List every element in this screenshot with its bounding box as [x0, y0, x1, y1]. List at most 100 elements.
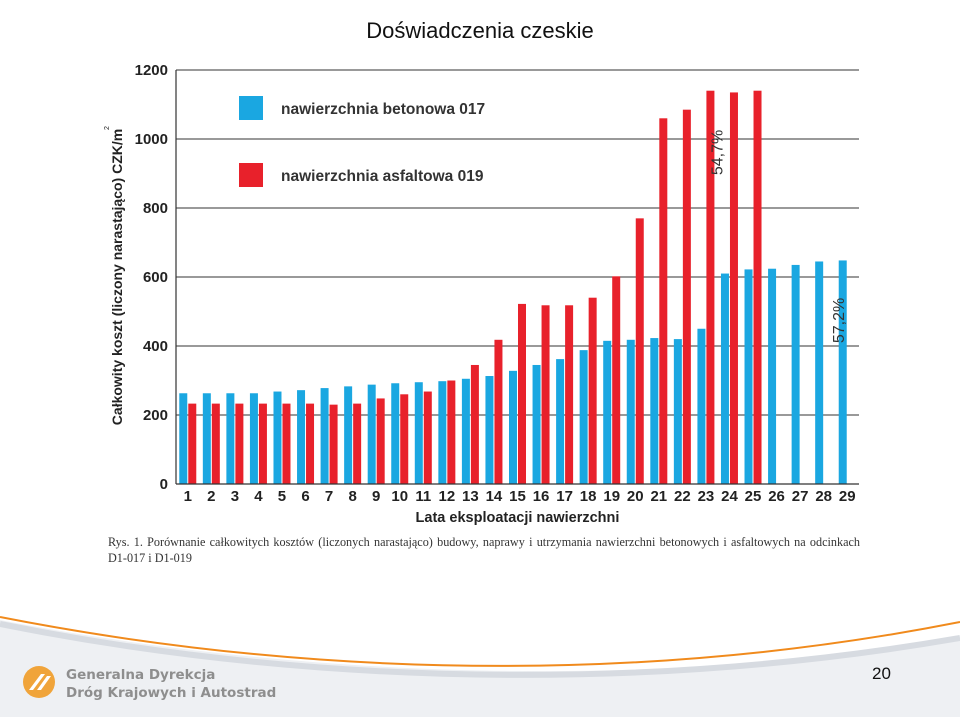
x-tick-label: 8 — [348, 488, 356, 505]
bar-concrete — [226, 393, 235, 484]
logo-mark-icon — [23, 666, 55, 698]
bar-concrete — [297, 390, 306, 484]
footer-grey-band — [0, 620, 960, 717]
bar-concrete — [673, 339, 682, 484]
bar-asphalt — [282, 403, 291, 484]
footer-decoration — [0, 616, 960, 717]
figure-caption: Rys. 1. Porównanie całkowitych kosztów (… — [108, 535, 860, 565]
bar-asphalt — [729, 92, 738, 485]
bar-asphalt — [706, 90, 715, 484]
bar-asphalt — [329, 404, 338, 484]
bar-concrete — [579, 350, 588, 484]
bar-concrete — [367, 384, 376, 484]
bar-concrete — [391, 383, 400, 484]
legend-swatch — [239, 163, 263, 187]
x-tick-label: 26 — [768, 488, 785, 505]
bar-asphalt — [188, 403, 197, 484]
legend: nawierzchnia betonowa 017 nawierzchnia as… — [239, 96, 485, 187]
x-tick-label: 27 — [792, 488, 809, 505]
x-tick-label: 25 — [745, 488, 762, 505]
bar-asphalt — [306, 403, 315, 484]
bar-asphalt — [541, 305, 550, 484]
bar-concrete — [485, 376, 494, 484]
bar-concrete — [273, 391, 282, 484]
bar-asphalt — [682, 109, 691, 485]
bar-concrete — [791, 264, 800, 484]
bar-concrete — [202, 393, 211, 484]
bar-asphalt — [659, 118, 668, 485]
x-tick-label: 13 — [462, 488, 479, 505]
bar-asphalt — [258, 403, 267, 484]
bar-concrete — [556, 359, 565, 484]
x-tick-label: 3 — [231, 488, 239, 505]
y-tick-label: 1200 — [135, 62, 168, 79]
y-tick-label: 0 — [160, 476, 168, 493]
footer-grey-curve — [0, 621, 960, 678]
x-tick-label: 14 — [486, 488, 503, 505]
bar-asphalt — [423, 391, 432, 484]
x-tick-label: 20 — [627, 488, 644, 505]
annotation-label: 54,7% — [709, 130, 726, 175]
x-tick-label: 7 — [325, 488, 333, 505]
bar-concrete — [461, 378, 470, 484]
bar-asphalt — [494, 339, 503, 484]
page-number: 20 — [872, 664, 891, 683]
bar-concrete — [768, 268, 777, 484]
bar-asphalt — [235, 403, 244, 484]
bar-concrete — [650, 338, 659, 484]
bar-asphalt — [353, 403, 362, 484]
bar-concrete — [509, 370, 517, 484]
x-tick-label: 19 — [603, 488, 620, 505]
bar-concrete — [320, 388, 329, 484]
x-tick-label: 17 — [556, 488, 573, 505]
footer-orange-curve — [0, 616, 960, 667]
legend-label: nawierzchnia asfaltowa 019 — [281, 168, 484, 185]
x-tick-label: 6 — [301, 488, 309, 505]
y-axis-title: Całkowity koszt (liczony narastająco) CZ… — [109, 129, 125, 425]
y-tick-label: 600 — [143, 269, 168, 286]
bar-concrete — [414, 382, 423, 484]
bar-concrete — [838, 260, 847, 484]
bars — [179, 90, 847, 485]
y-tick-label: 1000 — [135, 131, 168, 148]
x-tick-label: 12 — [439, 488, 456, 505]
x-tick-label: 1 — [184, 488, 192, 505]
y-tick-label: 400 — [143, 338, 168, 355]
bar-concrete — [179, 393, 188, 484]
x-tick-label: 22 — [674, 488, 691, 505]
bar-concrete — [532, 364, 541, 484]
bar-concrete — [438, 381, 447, 484]
bar-asphalt — [376, 398, 385, 484]
logo-text-line2: Dróg Krajowych i Autostrad — [66, 685, 277, 701]
chart-figure: 0 200 400 600 800 1000 1200 1 2 3 4 5 6 7 8 9 10 11 12 13 14… — [97, 50, 882, 575]
bar-concrete — [697, 328, 706, 484]
bar-asphalt — [612, 276, 621, 484]
bar-asphalt — [470, 364, 479, 484]
bar-asphalt — [518, 303, 526, 484]
annotation-label: 57,2% — [831, 298, 848, 343]
x-tick-label: 4 — [254, 488, 263, 505]
bar-asphalt — [565, 305, 574, 484]
bar-asphalt — [447, 380, 456, 484]
x-tick-label: 23 — [698, 488, 715, 505]
bar-asphalt — [211, 403, 220, 484]
y-tick-label: 800 — [143, 200, 168, 217]
x-tick-label: 2 — [207, 488, 215, 505]
bar-concrete — [626, 339, 635, 484]
x-axis-title: Lata eksploatacji nawierzchni — [416, 510, 620, 526]
x-tick-label: 16 — [533, 488, 550, 505]
slide-title: Doświadczenia czeskie — [366, 18, 594, 43]
legend-label: nawierzchnia betonowa 017 — [281, 101, 485, 118]
bar-asphalt — [753, 90, 762, 484]
y-axis-title-superscript: 2 — [104, 126, 111, 130]
bar-concrete — [744, 269, 753, 484]
x-tick-label: 18 — [580, 488, 597, 505]
legend-swatch — [239, 96, 263, 120]
x-tick-label: 11 — [415, 488, 431, 505]
x-tick-label: 10 — [391, 488, 408, 505]
bar-concrete — [815, 261, 824, 484]
x-tick-label: 21 — [650, 488, 667, 505]
bar-asphalt — [588, 297, 597, 484]
x-tick-label: 29 — [839, 488, 856, 505]
